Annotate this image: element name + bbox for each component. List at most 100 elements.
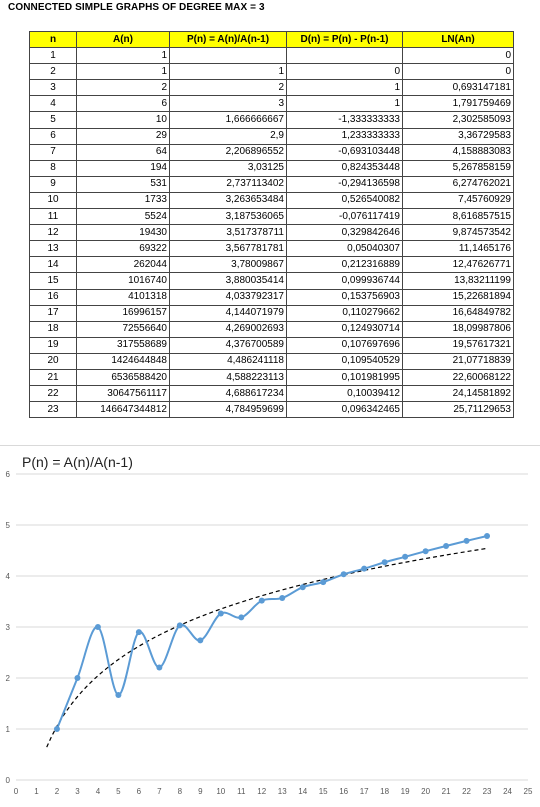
table-cell: 16996157 xyxy=(76,304,170,322)
table-cell: 1 xyxy=(29,47,77,65)
table-cell: 4,784959699 xyxy=(169,401,287,419)
table-row: 4 6 3 1 1,791759469 xyxy=(29,95,514,113)
table-cell: 17 xyxy=(29,304,77,322)
table-cell: 3,03125 xyxy=(169,159,287,177)
x-tick-label: 15 xyxy=(319,787,328,796)
x-tick-label: 5 xyxy=(116,787,121,796)
data-point xyxy=(340,571,347,578)
table-cell: 2 xyxy=(76,79,170,97)
table-cell: 4101318 xyxy=(76,288,170,306)
table-cell: 16,64849782 xyxy=(402,304,514,322)
table-cell: 0,329842646 xyxy=(286,224,403,242)
x-tick-label: 20 xyxy=(421,787,430,796)
table-cell: 531 xyxy=(76,175,170,193)
table-cell xyxy=(286,47,403,65)
column-header: P(n) = A(n)/A(n-1) xyxy=(169,30,287,49)
table-cell: 4,269002693 xyxy=(169,320,287,338)
table-cell: 2 xyxy=(29,63,77,81)
x-tick-label: 14 xyxy=(298,787,307,796)
table-cell: 8 xyxy=(29,159,77,177)
table-row: 19 317558689 4,376700589 0,107697696 19,5761… xyxy=(29,336,514,354)
table-cell: 3,187536065 xyxy=(169,208,287,226)
table-cell: 12 xyxy=(29,224,77,242)
data-point xyxy=(94,624,101,630)
table-header-row: n A(n) P(n) = A(n)/A(n-1) D(n) = P(n) - P(n… xyxy=(29,30,514,49)
table-cell: 0,526540082 xyxy=(286,191,403,210)
table-cell: 0 xyxy=(402,63,514,81)
x-tick-label: 17 xyxy=(360,787,369,796)
table-cell: 3,78009867 xyxy=(169,256,287,274)
table-cell: 0,107697696 xyxy=(286,336,403,354)
table-cell: 11,1465176 xyxy=(402,240,514,258)
table-cell: 4,376700589 xyxy=(169,336,287,354)
column-header: A(n) xyxy=(76,30,170,49)
table-cell: 6 xyxy=(76,95,170,113)
data-point xyxy=(361,565,368,572)
table-cell: 22 xyxy=(29,385,77,403)
x-tick-label: 3 xyxy=(75,787,80,796)
table-cell: 14 xyxy=(29,256,77,274)
data-point xyxy=(463,537,470,544)
table-cell: 3 xyxy=(169,95,287,113)
x-tick-label: 23 xyxy=(483,787,492,796)
table-cell: 13,83211199 xyxy=(402,272,514,290)
x-tick-label: 0 xyxy=(14,787,19,796)
table-cell: 2,9 xyxy=(169,127,287,145)
y-tick-label: 6 xyxy=(6,470,11,479)
table-row: 16 4101318 4,033792317 0,153756903 15,226818… xyxy=(29,288,514,306)
table-cell: 5524 xyxy=(76,208,170,226)
x-tick-label: 25 xyxy=(524,787,533,796)
table-cell: 0,10039412 xyxy=(286,385,403,403)
table-row: 8 194 3,03125 0,824353448 5,267858159 xyxy=(29,159,514,177)
table-cell: 3,263653484 xyxy=(169,191,287,210)
table-row: 7 64 2,206896552 -0,693103448 4,158883083 xyxy=(29,143,514,161)
table-cell: 0,109540529 xyxy=(286,352,403,370)
y-tick-label: 4 xyxy=(6,572,11,581)
table-cell: -1,333333333 xyxy=(286,111,403,129)
table-cell: 6,274762021 xyxy=(402,175,514,193)
table-cell: 0,101981995 xyxy=(286,368,403,387)
x-tick-label: 16 xyxy=(339,787,348,796)
table-cell: 1733 xyxy=(76,191,170,210)
data-point xyxy=(402,553,409,560)
x-tick-label: 24 xyxy=(503,787,512,796)
table-cell: 9 xyxy=(29,175,77,193)
table-cell: 0 xyxy=(402,47,514,65)
table-row: 15 1016740 3,880035414 0,099936744 13,832111… xyxy=(29,272,514,290)
table-row: 14 262044 3,78009867 0,212316889 12,47626771 xyxy=(29,256,514,274)
table-cell: 1 xyxy=(286,95,403,113)
x-tick-label: 1 xyxy=(34,787,39,796)
column-header: D(n) = P(n) - P(n-1) xyxy=(286,30,403,49)
x-tick-label: 7 xyxy=(157,787,162,796)
table-cell: 0,153756903 xyxy=(286,288,403,306)
table-cell: 9,874573542 xyxy=(402,224,514,242)
table-cell: 1,666666667 xyxy=(169,111,287,129)
table-cell: 3,880035414 xyxy=(169,272,287,290)
table-row: 11 5524 3,187536065 -0,076117419 8,616857515 xyxy=(29,208,514,226)
table-cell: 4,688617234 xyxy=(169,385,287,403)
table-cell: 262044 xyxy=(76,256,170,274)
x-tick-label: 10 xyxy=(216,787,225,796)
table-cell: -0,693103448 xyxy=(286,143,403,161)
table-cell: 23 xyxy=(29,401,77,419)
table-cell: 7,45760929 xyxy=(402,191,514,210)
data-point xyxy=(258,597,265,604)
table-cell: 3,36729583 xyxy=(402,127,514,145)
table-row: 5 10 1,666666667 -1,333333333 2,302585093 xyxy=(29,111,514,129)
data-point xyxy=(176,622,183,629)
table-cell: 10 xyxy=(76,111,170,129)
table-cell: 20 xyxy=(29,352,77,370)
data-point xyxy=(115,692,122,698)
x-tick-label: 12 xyxy=(257,787,266,796)
x-tick-label: 4 xyxy=(96,787,101,796)
y-tick-label: 5 xyxy=(6,521,11,530)
table-cell: 0,099936744 xyxy=(286,272,403,290)
x-tick-label: 19 xyxy=(401,787,410,796)
x-tick-label: 22 xyxy=(462,787,471,796)
data-point xyxy=(53,726,60,732)
y-tick-label: 2 xyxy=(6,674,11,683)
table-row: 10 1733 3,263653484 0,526540082 7,45760929 xyxy=(29,191,514,210)
data-point xyxy=(217,610,224,617)
